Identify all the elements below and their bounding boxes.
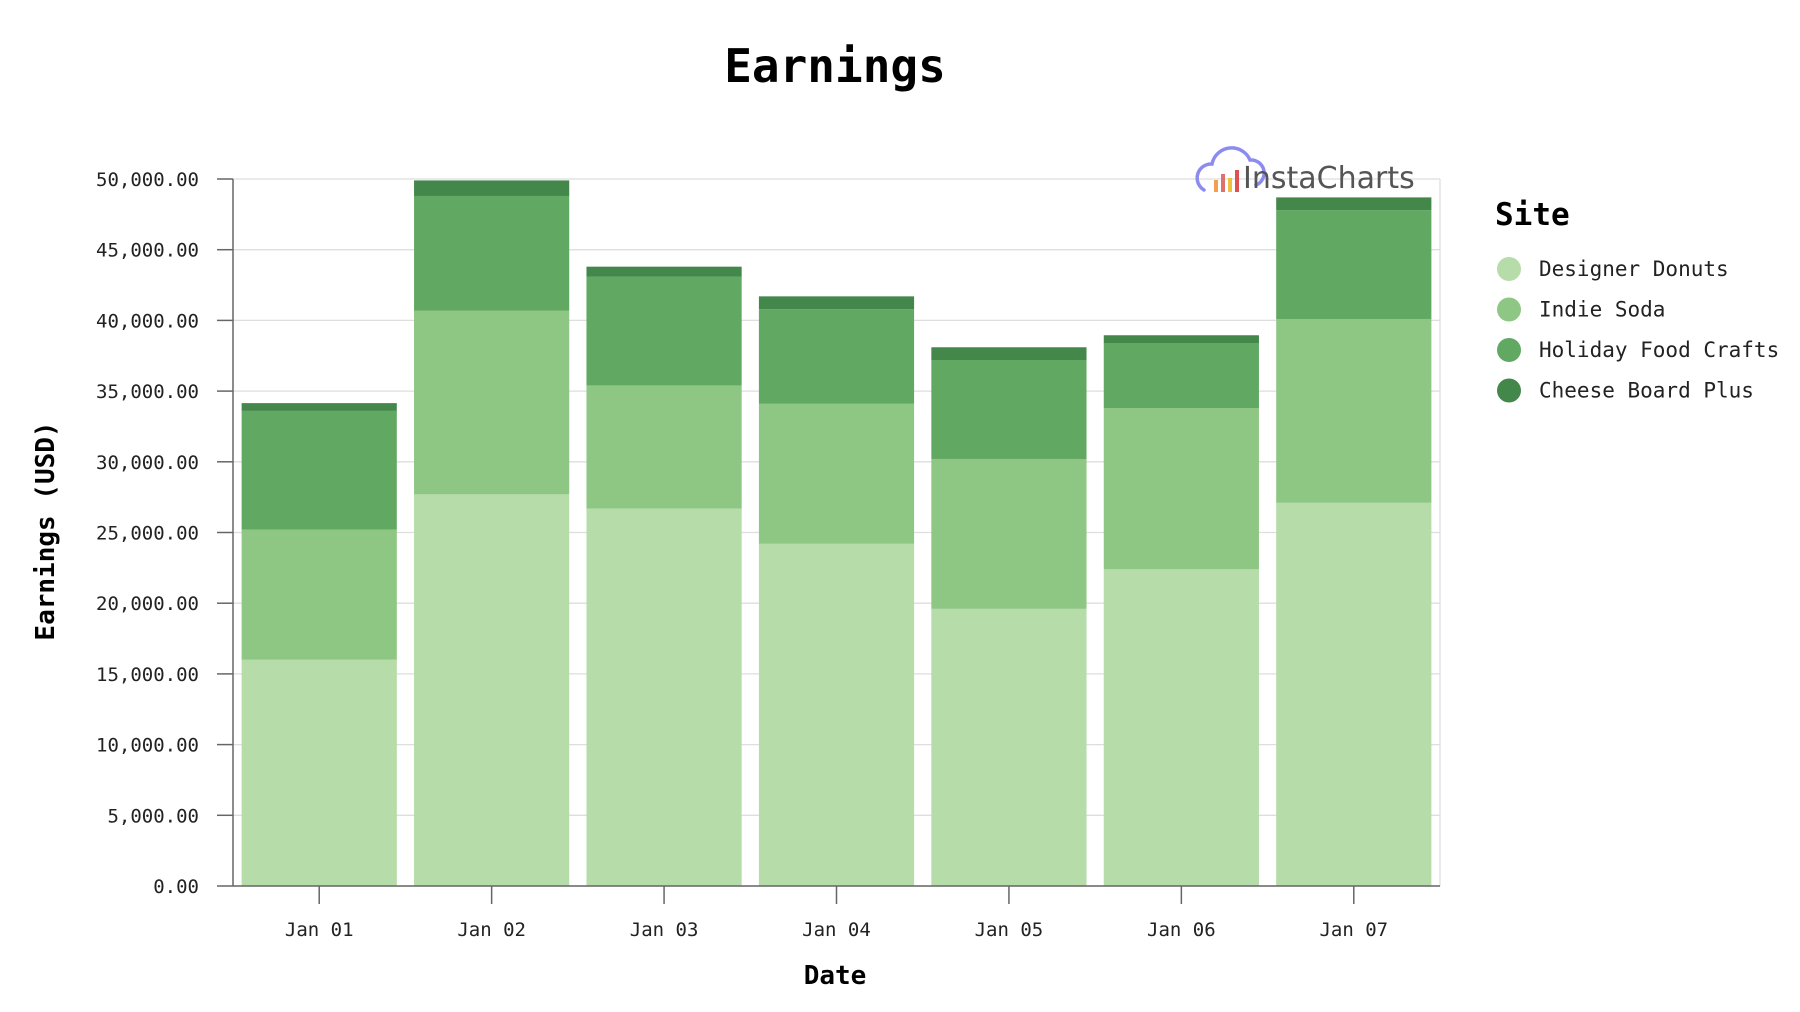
legend-item: Holiday Food Crafts (1497, 338, 1779, 362)
x-tick-label: Jan 05 (975, 919, 1044, 941)
legend-swatch (1497, 297, 1521, 322)
legend-label: Cheese Board Plus (1539, 379, 1754, 403)
bars-group (241, 180, 1432, 886)
legend-item: Designer Donuts (1497, 257, 1729, 281)
y-tick-label: 35,000.00 (96, 381, 199, 403)
legend-item: Indie Soda (1497, 297, 1665, 322)
y-tick-label: 5,000.00 (107, 805, 199, 827)
legend-swatch (1497, 378, 1521, 403)
y-tick-labels: 0.00 5,000.00 10,000.00 15,000.00 20,000.00 2… (96, 169, 199, 898)
y-tick-label: 45,000.00 (96, 240, 199, 262)
bar-segment-holiday-food-crafts (758, 309, 915, 404)
legend-label: Holiday Food Crafts (1539, 338, 1779, 362)
bar-segment-designer-donuts (414, 494, 570, 886)
x-tick-label: Jan 04 (802, 919, 871, 941)
bar-segment-designer-donuts (758, 543, 915, 886)
bar-segment-cheese-board-plus (586, 266, 742, 277)
bar-segment-cheese-board-plus (241, 403, 397, 411)
y-tick-label: 25,000.00 (96, 523, 199, 545)
x-tick-label: Jan 02 (457, 919, 526, 941)
bar-segment-cheese-board-plus (931, 347, 1087, 360)
bar-segment-indie-soda (931, 458, 1087, 609)
bar-segment-holiday-food-crafts (414, 195, 570, 311)
legend-item: Cheese Board Plus (1497, 378, 1754, 403)
y-tick-label: 20,000.00 (96, 593, 199, 615)
bar-segment-designer-donuts (1103, 569, 1259, 886)
bar-segment-holiday-food-crafts (1276, 210, 1432, 319)
legend-swatch (1497, 338, 1521, 362)
instacharts-watermark: InstaCharts (1195, 146, 1415, 196)
bar-segment-cheese-board-plus (414, 180, 570, 196)
x-axis-title: Date (804, 961, 867, 991)
legend-label: Indie Soda (1539, 298, 1665, 322)
bar-segment-designer-donuts (1276, 502, 1432, 886)
legend: Site Designer Donuts Indie Soda Holiday Fo… (1495, 197, 1779, 403)
y-tick-label: 30,000.00 (96, 452, 199, 474)
bar-segment-indie-soda (1103, 408, 1259, 570)
chart-title: Earnings (724, 39, 946, 93)
bar-segment-cheese-board-plus (1103, 335, 1259, 344)
bar-segment-holiday-food-crafts (1103, 343, 1259, 409)
bar-segment-designer-donuts (931, 608, 1087, 886)
bar-segment-indie-soda (586, 385, 742, 509)
bar-segment-holiday-food-crafts (931, 359, 1087, 459)
cloud-bars-icon (1195, 146, 1266, 192)
bar-segment-designer-donuts (586, 508, 742, 886)
legend-title: Site (1495, 197, 1570, 233)
y-tick-label: 40,000.00 (96, 310, 199, 332)
y-tick-label: 50,000.00 (96, 169, 199, 191)
axes (217, 178, 1440, 904)
y-axis-title: Earnings (USD) (31, 421, 61, 640)
legend-swatch (1497, 257, 1521, 281)
x-tick-label: Jan 01 (285, 919, 354, 941)
y-tick-label: 15,000.00 (96, 664, 199, 686)
bar-segment-indie-soda (1276, 318, 1432, 503)
bar-segment-cheese-board-plus (758, 296, 915, 310)
y-tick-label: 0.00 (153, 876, 199, 898)
x-tick-label: Jan 03 (630, 919, 699, 941)
bar-segment-cheese-board-plus (1276, 197, 1432, 211)
x-tick-label: Jan 07 (1319, 919, 1388, 941)
bar-segment-designer-donuts (241, 659, 397, 886)
bar-segment-indie-soda (241, 529, 397, 660)
bar-segment-indie-soda (758, 403, 915, 544)
x-tick-labels: Jan 01 Jan 02 Jan 03 Jan 04 Jan 05 Jan 06 Jan … (285, 919, 1388, 941)
bar-segment-holiday-food-crafts (241, 410, 397, 530)
bar-segment-indie-soda (414, 310, 570, 495)
bar-segment-holiday-food-crafts (586, 276, 742, 386)
watermark-text: InstaCharts (1243, 161, 1415, 196)
x-tick-label: Jan 06 (1147, 919, 1216, 941)
y-tick-label: 10,000.00 (96, 735, 199, 757)
legend-label: Designer Donuts (1539, 257, 1729, 281)
